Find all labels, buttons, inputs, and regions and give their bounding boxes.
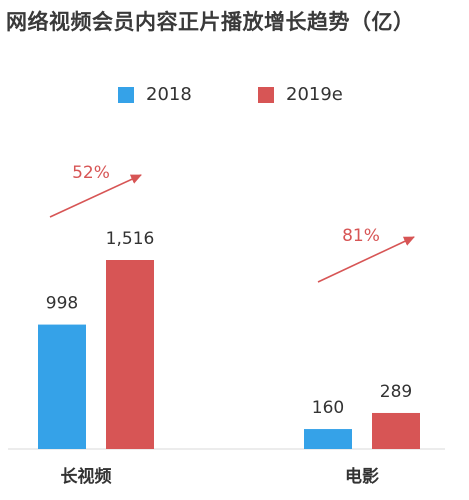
growth-arrow <box>317 236 415 283</box>
chart-title: 网络视频会员内容正片播放增长趋势（亿） <box>6 10 415 34</box>
data-label: 998 <box>46 294 78 314</box>
legend-swatch-2019e <box>258 86 274 103</box>
bar-2018-1 <box>304 429 352 449</box>
x-tick-label: 电影 <box>345 466 379 487</box>
data-label: 160 <box>312 398 344 418</box>
legend-label-2018: 2018 <box>146 84 192 105</box>
growth-label: 81% <box>342 226 380 246</box>
growth-arrow <box>49 174 142 218</box>
legend-swatch-2018 <box>118 86 134 103</box>
data-label: 1,516 <box>106 229 155 249</box>
legend-label-2019e: 2019e <box>286 84 343 105</box>
legend-item-2019e: 2019e <box>258 84 343 105</box>
growth-label: 52% <box>72 163 110 183</box>
x-tick-label: 长视频 <box>61 466 112 487</box>
bar-2019e-0 <box>106 260 154 449</box>
legend: 2018 2019e <box>0 84 469 108</box>
legend-item-2018: 2018 <box>118 84 192 105</box>
data-label: 289 <box>380 382 412 402</box>
bar-2018-0 <box>38 324 86 449</box>
bar-2019e-1 <box>372 412 420 449</box>
